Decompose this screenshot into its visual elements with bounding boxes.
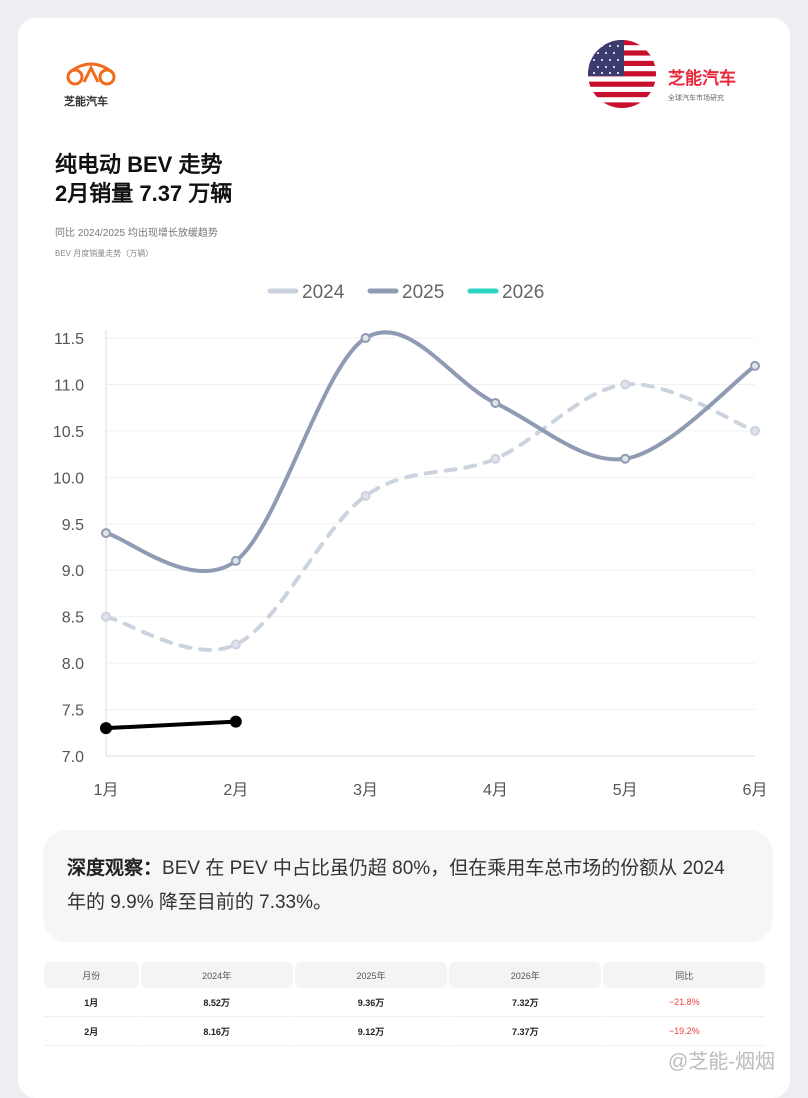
y-tick-label: 11.0 bbox=[54, 377, 84, 394]
x-tick-label: 4月 bbox=[483, 782, 508, 799]
data-point-2024 bbox=[750, 425, 760, 436]
us-flag-icon bbox=[588, 40, 656, 108]
data-point-2024 bbox=[230, 639, 241, 650]
data-point-2025 bbox=[750, 360, 760, 371]
data-point-2025 bbox=[620, 453, 631, 464]
col-header: 2026年 bbox=[449, 962, 602, 988]
subtitle: 同比 2024/2025 均出现增长放缓趋势 bbox=[55, 228, 218, 239]
data-point-2026 bbox=[100, 722, 112, 735]
cell: 8.16万 bbox=[140, 1017, 293, 1046]
cell: 8.52万 bbox=[140, 988, 293, 1017]
x-tick-label: 5月 bbox=[613, 782, 638, 799]
insight-box: 深度观察：BEV 在 PEV 中占比虽仍超 80%，但在乘用车总市场的份额从 2… bbox=[43, 830, 773, 942]
y-tick-label: 8.5 bbox=[62, 610, 84, 627]
brand-logo-left: 芝能汽车 bbox=[64, 60, 124, 109]
cell: 9.12万 bbox=[294, 1017, 448, 1046]
brand-logo-right: 芝能汽车 全球汽车市场研究 bbox=[668, 64, 736, 103]
y-tick-label: 9.0 bbox=[62, 563, 84, 580]
col-header: 2024年 bbox=[140, 962, 293, 988]
y-tick-label: 10.0 bbox=[53, 470, 84, 487]
cell-yoy: −21.8% bbox=[603, 988, 765, 1017]
data-point-2026 bbox=[229, 715, 242, 728]
brand-tagline: 全球汽车市场研究 bbox=[668, 95, 724, 102]
legend-label-2025: 2025 bbox=[402, 282, 444, 303]
data-point-2024 bbox=[490, 453, 501, 464]
x-tick-label: 2月 bbox=[223, 782, 248, 799]
y-tick-label: 10.5 bbox=[53, 424, 84, 441]
cell: 9.36万 bbox=[294, 988, 448, 1017]
line-chart: 7.0 7.5 8.0 8.5 9.0 9.5 10.0 10.5 11.0 11.5 1月 2月 3月… bbox=[53, 282, 768, 799]
col-header: 同比 bbox=[603, 962, 765, 988]
y-tick-label: 7.0 bbox=[62, 749, 84, 766]
data-table: 月份 2024年 2025年 2026年 同比 1月 8.52万 9.36万 7… bbox=[42, 962, 767, 1046]
data-point-2024 bbox=[360, 490, 371, 501]
y-tick-label: 8.0 bbox=[62, 656, 84, 673]
series-line-2026 bbox=[104, 719, 238, 731]
data-point-2025 bbox=[360, 333, 371, 343]
series-line-2024 bbox=[104, 382, 757, 652]
title-line-1: 纯电动 BEV 走势 bbox=[55, 152, 223, 177]
title-line-2: 2月销量 7.37 万辆 bbox=[55, 181, 233, 206]
brand-name-left: 芝能汽车 bbox=[64, 96, 108, 108]
watermark: @芝能-烟烟 bbox=[668, 1051, 775, 1073]
brand-name-right: 芝能汽车 bbox=[668, 69, 736, 88]
y-tick-label: 7.5 bbox=[62, 703, 84, 720]
cell: 1月 bbox=[44, 988, 139, 1017]
cell-yoy: −19.2% bbox=[603, 1017, 765, 1046]
car-logo-icon bbox=[66, 62, 116, 86]
data-point-2024 bbox=[620, 379, 631, 390]
y-tick-label: 11.5 bbox=[54, 331, 84, 348]
x-tick-label: 1月 bbox=[94, 782, 119, 799]
cell: 7.37万 bbox=[449, 1017, 602, 1046]
data-point-2025 bbox=[230, 555, 241, 566]
legend-label-2026: 2026 bbox=[502, 282, 544, 303]
col-header: 月份 bbox=[44, 962, 139, 988]
data-point-2024 bbox=[101, 611, 111, 622]
insight-text: BEV 在 PEV 中占比虽仍超 80%，但在乘用车总市场的份额从 2024 年… bbox=[67, 858, 725, 913]
insight-label: 深度观察： bbox=[67, 858, 163, 879]
data-point-2025 bbox=[490, 398, 501, 409]
legend-label-2024: 2024 bbox=[302, 282, 345, 303]
x-tick-label: 6月 bbox=[743, 782, 768, 799]
x-tick-label: 3月 bbox=[353, 782, 378, 799]
series-line-2025 bbox=[104, 330, 757, 574]
table-row: 2月 8.16万 9.12万 7.37万 −19.2% bbox=[44, 1017, 765, 1046]
col-header: 2025年 bbox=[294, 962, 448, 988]
page-title: 纯电动 BEV 走势 2月销量 7.37 万辆 bbox=[55, 150, 232, 208]
table-row: 1月 8.52万 9.36万 7.32万 −21.8% bbox=[44, 988, 765, 1017]
data-point-2025 bbox=[101, 528, 111, 539]
chart-caption: BEV 月度销量走势（万辆） bbox=[55, 249, 154, 258]
cell: 7.32万 bbox=[449, 988, 602, 1017]
cell: 2月 bbox=[44, 1017, 139, 1046]
y-tick-label: 9.5 bbox=[62, 517, 84, 534]
